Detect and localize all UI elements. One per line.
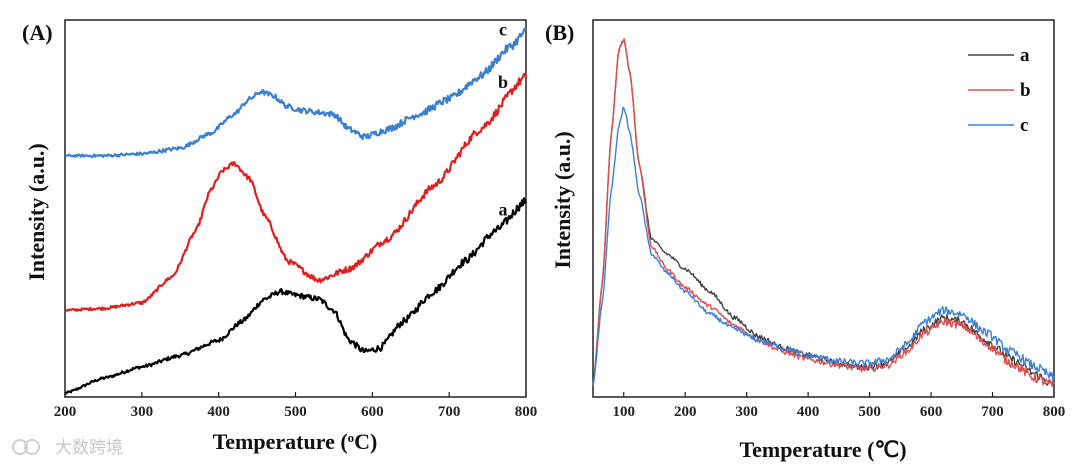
x-tick-label: 100 [612, 404, 635, 420]
series-line-b [64, 72, 528, 312]
x-tick-label: 200 [674, 404, 697, 420]
series-label-c: c [499, 20, 507, 40]
x-tick-label: 800 [515, 404, 538, 420]
panel-b: (B) 100 200 300 400 500 600 700 800 abc Intensi… [545, 19, 1066, 462]
panel-a-ylabel: Intensity (a.u.) [24, 143, 49, 281]
series-label-a: a [498, 200, 507, 220]
x-tick-label: 400 [797, 404, 820, 420]
watermark-text: 大数跨境 [55, 438, 123, 458]
x-tick-label: 800 [1043, 404, 1066, 420]
watermark-logo-icon [12, 439, 28, 455]
x-tick-label: 300 [735, 404, 758, 420]
panel-a: (A) 200 300 400 500 600 700 800 a b c Intensity … [22, 19, 538, 454]
x-tick-label: 300 [131, 404, 154, 420]
watermark: 大数跨境 [12, 438, 123, 458]
x-tick-label: 400 [207, 404, 230, 420]
panel-a-label: (A) [22, 20, 53, 45]
series-label-b: b [498, 72, 508, 92]
x-tick-label: 600 [920, 404, 943, 420]
x-tick-label: 700 [981, 404, 1004, 420]
legend-label-b: b [1020, 80, 1031, 101]
series-line-b [592, 38, 1055, 388]
panel-a-xlabel: Temperature (oC) [213, 429, 378, 454]
x-tick-label: 500 [284, 404, 307, 420]
watermark-logo-icon-2 [24, 439, 40, 455]
panel-b-label: (B) [545, 20, 574, 45]
legend-label-a: a [1020, 45, 1030, 66]
legend-label-c: c [1020, 115, 1028, 136]
panel-b-frame [592, 19, 1055, 398]
series-line-c [592, 106, 1055, 385]
x-tick-label: 700 [438, 404, 461, 420]
x-tick-label: 600 [361, 404, 384, 420]
series-line-a [64, 197, 527, 395]
x-tick-label: 200 [54, 404, 77, 420]
panel-a-frame [64, 19, 527, 398]
series-line-c [64, 27, 527, 158]
x-tick-label: 500 [858, 404, 881, 420]
panel-b-xlabel: Temperature (℃) [739, 437, 906, 462]
series-line-a [592, 38, 1055, 387]
panel-b-ylabel: Intensity (a.u.) [550, 131, 575, 269]
